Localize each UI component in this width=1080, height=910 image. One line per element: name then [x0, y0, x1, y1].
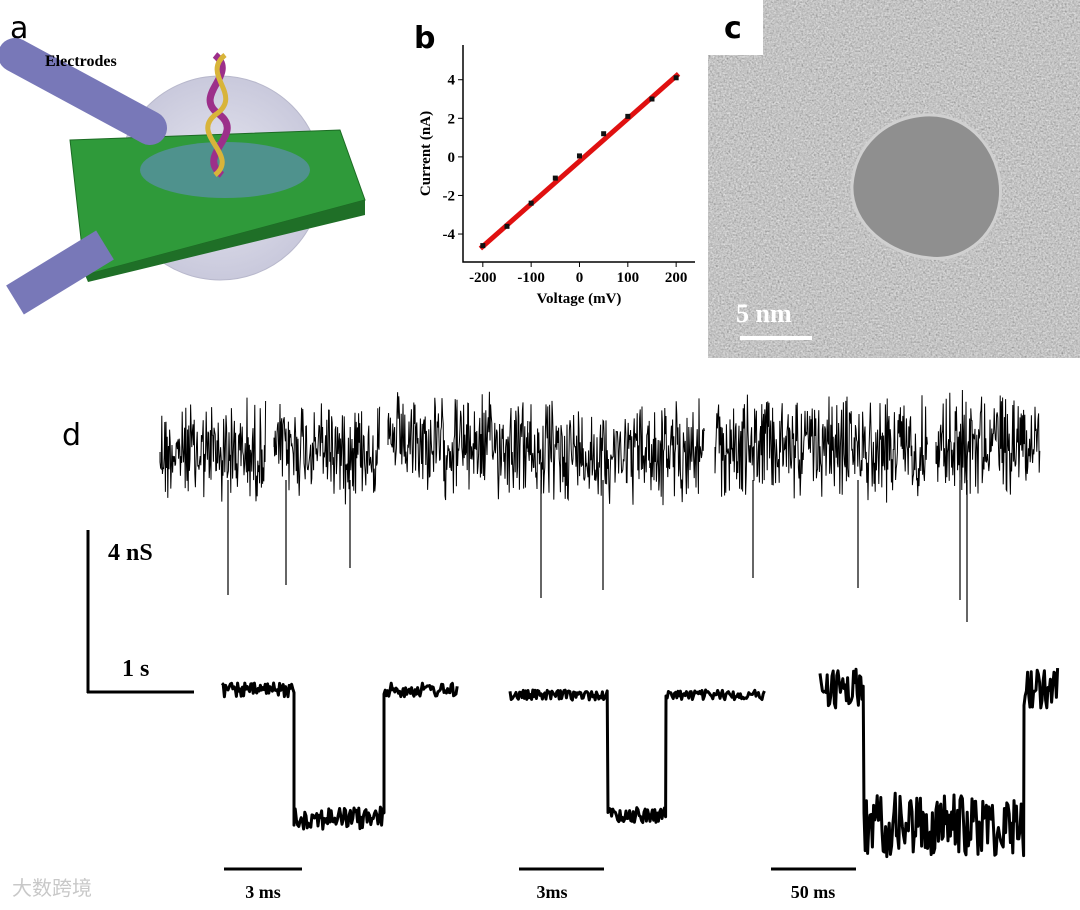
x-tick-label: 0: [576, 270, 584, 286]
scale-label: 3ms: [537, 882, 568, 902]
event-trace: [508, 688, 766, 824]
panel-b: b -200 -100 0 100 200 -4 -2 0 2 4 Voltage (mV) Curr…: [414, 21, 695, 307]
y-tick-label: 0: [448, 150, 456, 166]
x-tick-label: 200: [665, 270, 688, 286]
y-tick-label: -2: [443, 188, 456, 204]
membrane-edge: [85, 200, 365, 282]
event-trace: [818, 667, 1060, 859]
panel-label: d: [62, 418, 81, 453]
electrode: [0, 38, 167, 145]
panel-label: a: [10, 11, 28, 46]
x-tick-label: -200: [469, 270, 497, 286]
dna: [206, 52, 231, 178]
graphene: [140, 142, 310, 198]
current-trace: [159, 397, 267, 502]
data-point: [504, 223, 510, 229]
current-trace: [714, 394, 928, 503]
current-trace: [527, 398, 705, 506]
scale-label: 1 s: [122, 656, 149, 682]
current-trace: [387, 391, 529, 501]
event-trace: [220, 681, 459, 831]
data-point: [649, 96, 655, 102]
axis: [462, 45, 695, 263]
data-point: [673, 75, 679, 81]
x-tick-label: -100: [517, 270, 545, 286]
panel-a: a Electrodes: [0, 11, 366, 315]
dna: [205, 53, 229, 177]
data-point: [601, 131, 607, 137]
data-point: [552, 175, 558, 181]
scale-label: 50 ms: [791, 882, 836, 902]
panel-c: c 5 nm: [708, 0, 1080, 358]
x-axis-label: Voltage (mV): [537, 291, 622, 307]
panel-d: d 4 nS 1 s 3 ms 3ms 50 ms: [62, 389, 1060, 902]
y-tick-label: 2: [448, 111, 456, 127]
scale-bar-label: 5 nm: [736, 299, 792, 328]
nanopore: [850, 113, 1003, 260]
fit-line: [478, 72, 681, 251]
x-tick-label: 100: [617, 270, 640, 286]
data-point: [480, 243, 486, 249]
data-point: [576, 153, 582, 159]
annotation: Electrodes: [45, 53, 117, 70]
panel-label: c: [724, 11, 742, 46]
scale-label: 4 nS: [108, 540, 153, 566]
label-box: [708, 0, 763, 55]
y-tick-label: -4: [443, 227, 456, 243]
electrode: [6, 230, 114, 315]
y-axis-label: Current (nA): [418, 111, 434, 196]
y-tick-label: 4: [448, 73, 456, 89]
data-point: [625, 113, 631, 119]
current-trace: [273, 403, 381, 505]
data-point: [528, 200, 534, 206]
current-trace: [935, 389, 1041, 495]
panel-label: b: [414, 21, 435, 56]
watermark: 大数跨境: [12, 876, 92, 900]
scale-label: 3 ms: [245, 882, 281, 902]
